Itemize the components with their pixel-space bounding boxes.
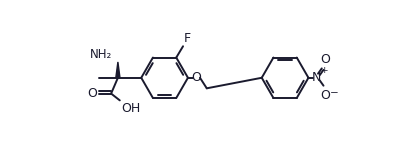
- Text: −: −: [330, 88, 339, 98]
- Text: F: F: [184, 32, 191, 45]
- Text: O: O: [87, 87, 97, 100]
- Text: O: O: [191, 71, 201, 84]
- Text: +: +: [320, 66, 328, 75]
- Text: O: O: [320, 53, 330, 67]
- Text: OH: OH: [122, 102, 141, 115]
- Text: N: N: [312, 71, 321, 84]
- Text: NH₂: NH₂: [90, 48, 112, 61]
- Polygon shape: [116, 62, 120, 78]
- Text: O: O: [320, 89, 330, 102]
